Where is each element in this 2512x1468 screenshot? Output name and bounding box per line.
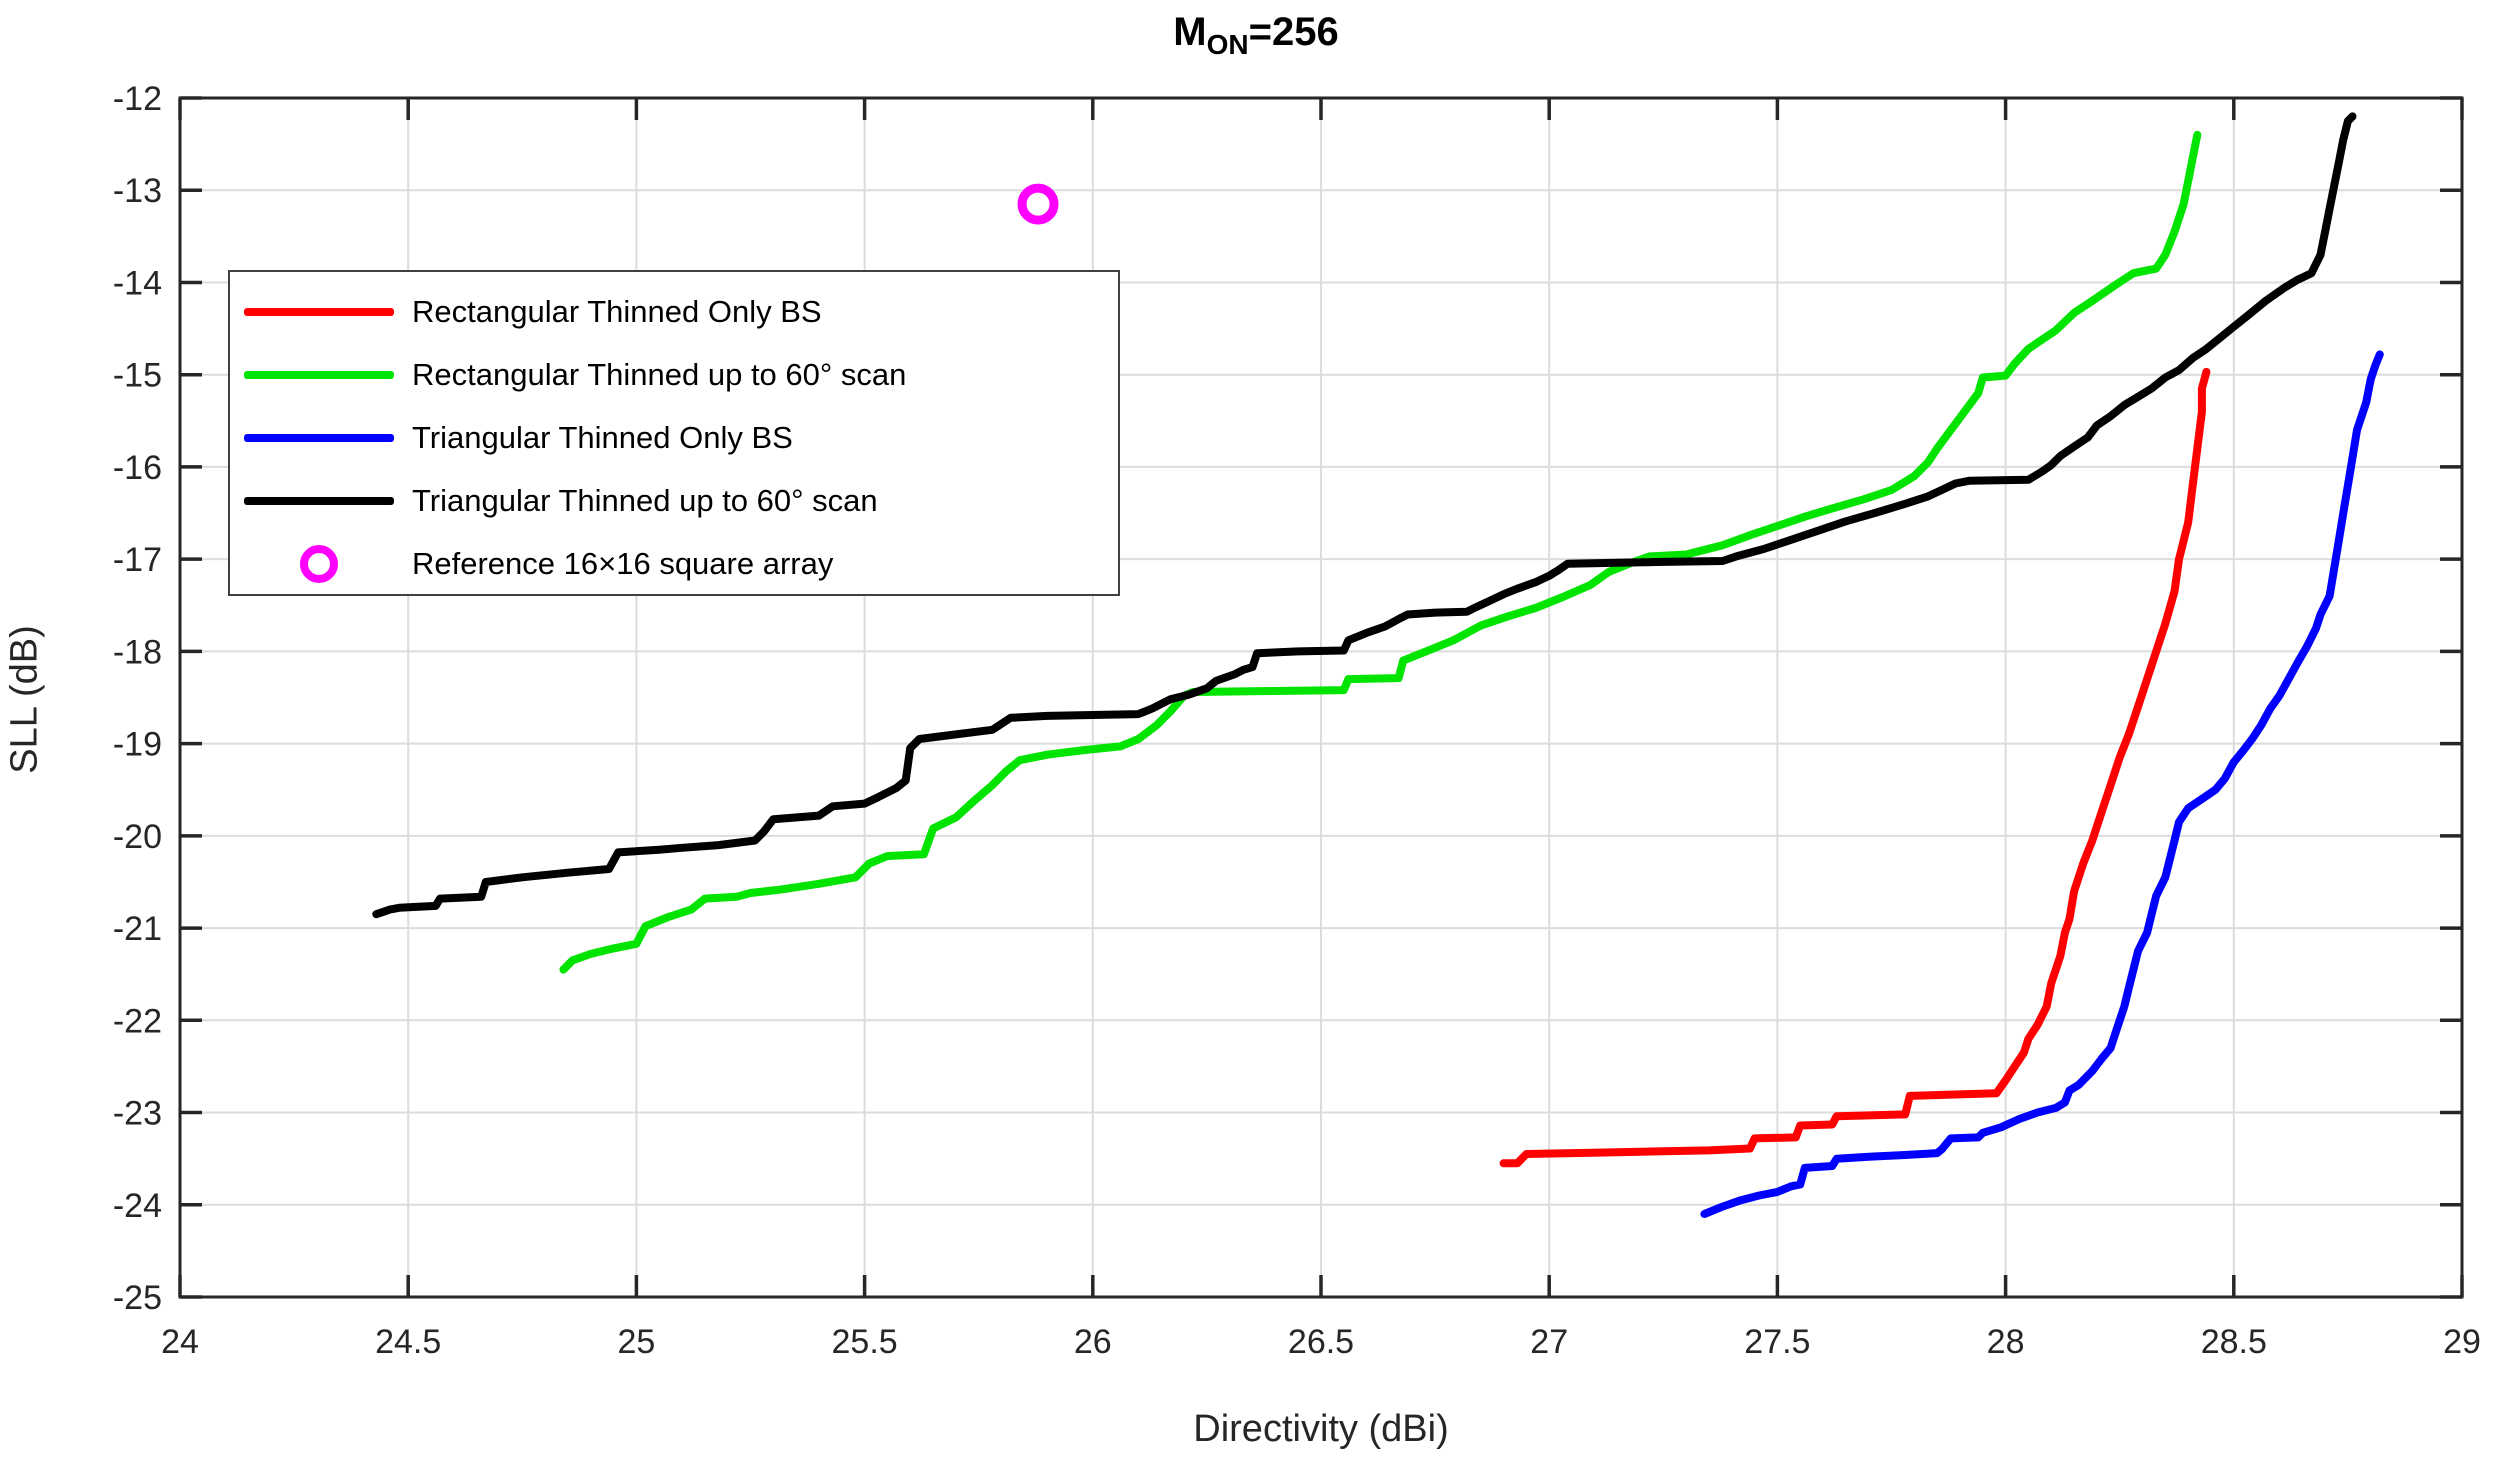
title-prefix: M xyxy=(1173,10,1207,54)
y-tick-label: -17 xyxy=(113,541,162,579)
legend-item-label: Triangular Thinned up to 60° scan xyxy=(412,483,878,518)
title-suffix: =256 xyxy=(1248,10,1339,54)
x-tick-label: 25 xyxy=(617,1323,655,1361)
x-axis-label: Directivity (dBi) xyxy=(1193,1408,1449,1450)
y-tick-label: -18 xyxy=(113,633,162,671)
y-tick-label: -20 xyxy=(113,818,162,856)
legend-circle-marker xyxy=(244,545,394,583)
y-tick-label: -16 xyxy=(113,449,162,487)
x-tick-label: 27 xyxy=(1530,1323,1568,1361)
legend-item-label: Reference 16×16 square array xyxy=(412,546,834,581)
series-line xyxy=(559,130,2202,974)
series-line xyxy=(1499,367,2211,1168)
x-tick-label: 28.5 xyxy=(2201,1323,2267,1361)
y-tick-label: -21 xyxy=(113,910,162,948)
y-tick-label: -19 xyxy=(113,726,162,764)
legend-item-label: Rectangular Thinned up to 60° scan xyxy=(412,357,907,392)
legend-item: Triangular Thinned Only BS xyxy=(230,406,1118,470)
x-tick-label: 26.5 xyxy=(1288,1323,1354,1361)
y-tick-label: -24 xyxy=(113,1187,162,1225)
reference-point-marker xyxy=(1017,183,1059,225)
y-tick-label: -25 xyxy=(113,1279,162,1317)
x-tick-label: 24.5 xyxy=(375,1323,441,1361)
series-line xyxy=(372,112,2357,919)
legend-item-label: Rectangular Thinned Only BS xyxy=(412,294,822,329)
x-tick-label: 25.5 xyxy=(832,1323,898,1361)
circle-marker-icon xyxy=(300,545,338,583)
legend-box: Rectangular Thinned Only BS Rectangular T… xyxy=(228,270,1120,596)
legend-line-swatch xyxy=(244,434,394,442)
legend-line-sample xyxy=(244,434,394,442)
chart-title: MON=256 xyxy=(0,10,2512,61)
title-subscript: ON xyxy=(1206,29,1249,60)
y-tick-label: -12 xyxy=(113,80,162,118)
legend-line-sample xyxy=(244,497,394,505)
legend-line-sample xyxy=(244,371,394,379)
x-tick-label: 24 xyxy=(161,1323,199,1361)
x-tick-label: 29 xyxy=(2443,1323,2481,1361)
legend-item: Rectangular Thinned up to 60° scan xyxy=(230,343,1118,407)
y-tick-label: -13 xyxy=(113,172,162,210)
y-tick-label: -15 xyxy=(113,357,162,395)
legend-item-label: Triangular Thinned Only BS xyxy=(412,420,793,455)
legend-line-sample xyxy=(244,308,394,316)
y-tick-label: -23 xyxy=(113,1095,162,1133)
legend-line-swatch xyxy=(244,308,394,316)
legend-item: Rectangular Thinned Only BS xyxy=(230,280,1118,344)
series-line xyxy=(1700,350,2384,1218)
x-tick-label: 28 xyxy=(1987,1323,2025,1361)
y-axis-label: SLL (dB) xyxy=(3,625,46,774)
legend-item: Triangular Thinned up to 60° scan xyxy=(230,469,1118,533)
y-tick-label: -14 xyxy=(113,264,162,302)
legend-line-swatch xyxy=(244,371,394,379)
y-tick-label: -22 xyxy=(113,1002,162,1040)
x-tick-label: 27.5 xyxy=(1744,1323,1810,1361)
x-tick-label: 26 xyxy=(1074,1323,1112,1361)
legend-item: Reference 16×16 square array xyxy=(230,532,1118,596)
legend-line-swatch xyxy=(244,497,394,505)
